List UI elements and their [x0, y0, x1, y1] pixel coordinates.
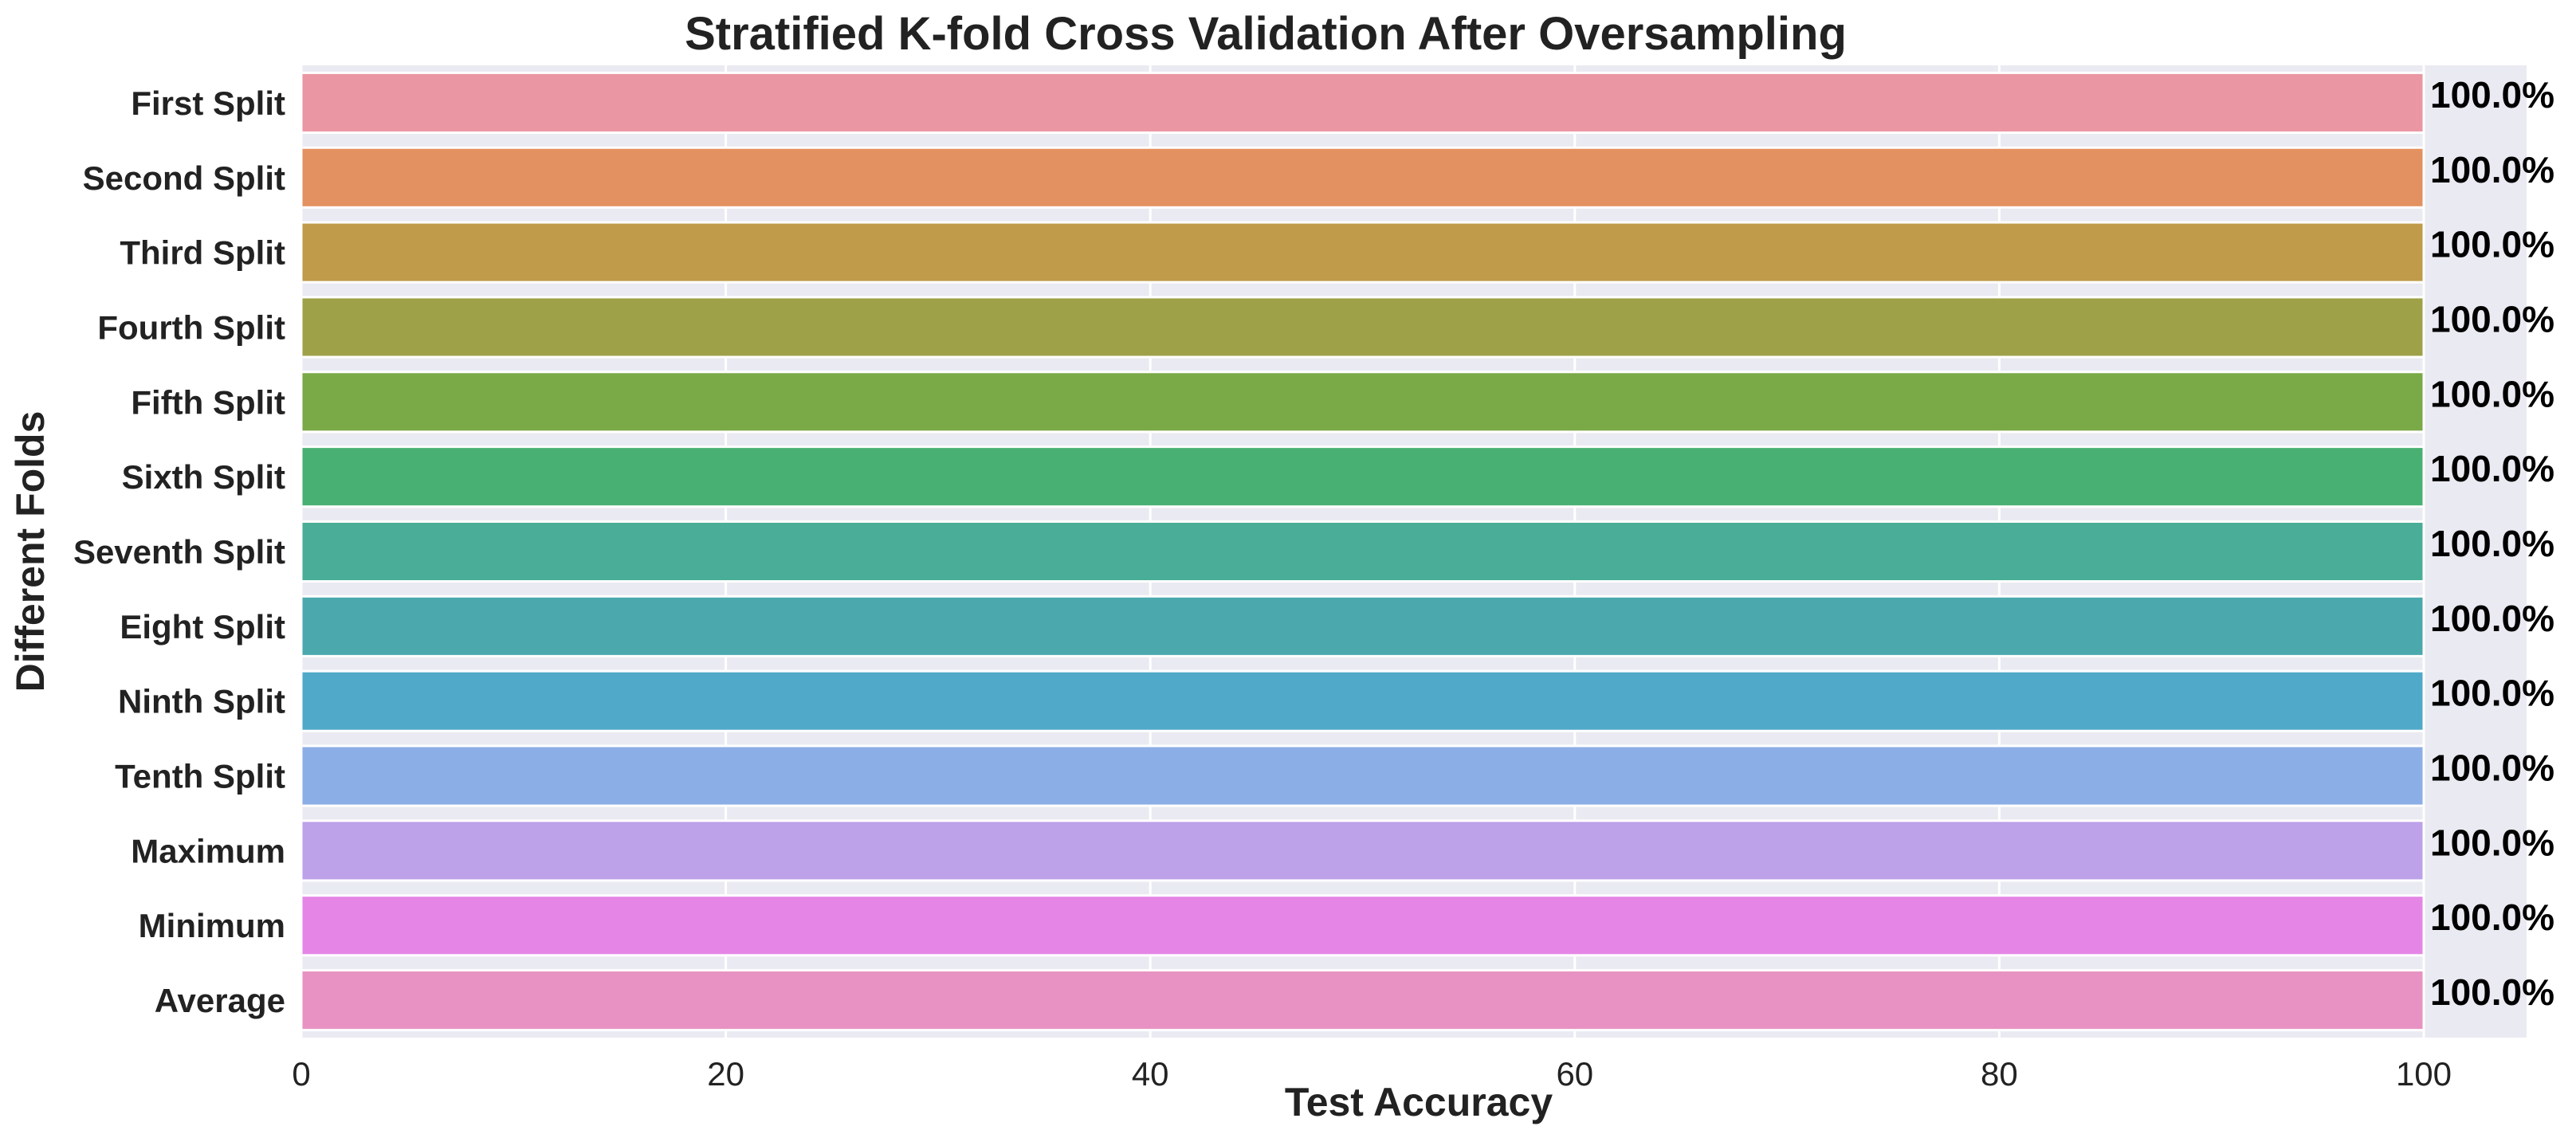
- bar: [300, 894, 2425, 957]
- bar: [300, 744, 2425, 807]
- data-labels: 100.0% 100.0% 100.0% 100.0% 100.0% 100.0% 100.…: [2430, 74, 2554, 1013]
- bar: [300, 669, 2425, 732]
- bar: [300, 71, 2425, 134]
- x-tick-label: 0: [292, 1055, 310, 1093]
- data-label: 100.0%: [2430, 448, 2554, 489]
- data-label: 100.0%: [2430, 373, 2554, 414]
- bar: [300, 371, 2425, 434]
- data-label: 100.0%: [2430, 149, 2554, 190]
- category-labels: First Split Second Split Third Split Fourth…: [73, 84, 285, 1019]
- category-label: Tenth Split: [115, 758, 285, 795]
- bar: [300, 296, 2425, 359]
- x-tick-label: 60: [1556, 1055, 1593, 1093]
- data-label: 100.0%: [2430, 523, 2554, 564]
- bar: [300, 595, 2425, 657]
- bar: [300, 445, 2425, 508]
- bar: [300, 969, 2425, 1032]
- chart-title: Stratified K-fold Cross Validation After…: [685, 8, 1847, 60]
- x-tick-label: 20: [707, 1055, 744, 1093]
- x-axis-title: Test Accuracy: [1285, 1080, 1553, 1124]
- category-label: Ninth Split: [118, 683, 285, 720]
- bar: [300, 146, 2425, 209]
- category-label: Eight Split: [120, 608, 285, 646]
- data-label: 100.0%: [2430, 74, 2554, 116]
- data-label: 100.0%: [2430, 971, 2554, 1013]
- data-label: 100.0%: [2430, 224, 2554, 265]
- x-tick-label: 80: [1981, 1055, 2018, 1093]
- category-label: Sixth Split: [122, 458, 285, 496]
- category-label: Minimum: [139, 907, 285, 944]
- category-label: Fifth Split: [131, 383, 285, 421]
- bar: [300, 520, 2425, 583]
- category-label: Second Split: [83, 159, 285, 197]
- data-label: 100.0%: [2430, 598, 2554, 639]
- bars: [300, 71, 2425, 1032]
- category-label: Fourth Split: [97, 308, 285, 346]
- data-label: 100.0%: [2430, 673, 2554, 714]
- y-axis-title: Different Folds: [8, 411, 53, 693]
- category-label: First Split: [131, 84, 285, 122]
- x-tick-label: 40: [1132, 1055, 1169, 1093]
- bar: [300, 819, 2425, 882]
- category-label: Third Split: [120, 234, 285, 272]
- data-label: 100.0%: [2430, 822, 2554, 863]
- x-tick-label: 100: [2396, 1055, 2452, 1093]
- category-label: Maximum: [131, 832, 285, 869]
- x-tick-labels: 0 20 40 60 80 100: [292, 1055, 2452, 1093]
- data-label: 100.0%: [2430, 298, 2554, 339]
- category-label: Seventh Split: [73, 533, 285, 571]
- bar: [300, 221, 2425, 284]
- category-label: Average: [155, 982, 285, 1019]
- data-label: 100.0%: [2430, 748, 2554, 789]
- data-label: 100.0%: [2430, 897, 2554, 938]
